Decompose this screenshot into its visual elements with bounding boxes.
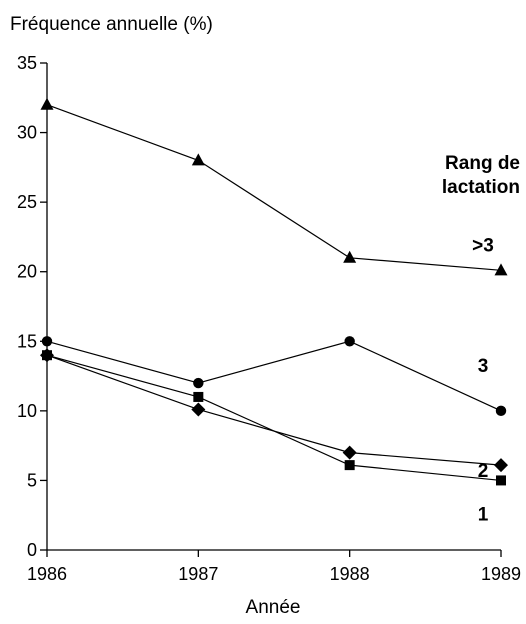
- series-label: >3: [472, 235, 494, 256]
- series-line: [46, 354, 502, 482]
- y-tick-label: 0: [27, 540, 37, 560]
- y-axis-label: Fréquence annuelle (%): [10, 14, 213, 35]
- series-triangle: >3: [40, 97, 508, 276]
- triangle-marker: [40, 97, 54, 110]
- x-tick-label: 1986: [27, 564, 67, 584]
- series-label: 2: [478, 461, 489, 482]
- diamond-marker: [191, 402, 206, 417]
- y-tick-label: 10: [17, 401, 37, 421]
- diamond-marker: [342, 445, 357, 460]
- series-diamond: 2: [40, 348, 508, 482]
- circle-marker: [344, 336, 355, 347]
- series-square: 1: [42, 350, 506, 525]
- triangle-marker: [343, 250, 357, 263]
- series-line: [46, 340, 502, 412]
- series-circle: 3: [41, 336, 507, 417]
- series-label: 1: [478, 504, 489, 525]
- x-tick-label: 1988: [330, 564, 370, 584]
- legend-title-line-1: Rang de: [445, 153, 520, 174]
- y-tick-label: 30: [17, 123, 37, 143]
- y-tick-label: 35: [17, 53, 37, 73]
- series-label: 3: [478, 356, 489, 377]
- triangle-marker: [494, 263, 508, 276]
- y-tick-label: 25: [17, 192, 37, 212]
- x-tick-label: 1989: [481, 564, 521, 584]
- circle-marker: [495, 405, 507, 417]
- axes: 0 5 10 15 20 25 30 35 1986 1987 1988 1989: [17, 53, 521, 584]
- y-tick-label: 15: [17, 331, 37, 351]
- legend-title-line-2: lactation: [442, 177, 520, 198]
- square-marker: [42, 350, 52, 361]
- square-marker: [344, 460, 355, 471]
- square-marker: [193, 391, 204, 402]
- diamond-marker: [494, 458, 508, 473]
- series-layer: >3 3 2 1: [40, 97, 508, 525]
- circle-marker: [41, 336, 53, 347]
- square-marker: [496, 475, 506, 486]
- y-tick-label: 20: [17, 262, 37, 282]
- y-tick-label: 5: [27, 470, 37, 490]
- circle-marker: [193, 377, 204, 389]
- x-tick-label: 1987: [178, 564, 218, 584]
- triangle-marker: [191, 153, 205, 166]
- series-line: [46, 354, 502, 466]
- series-line: [46, 104, 502, 271]
- x-axis-label: Année: [246, 597, 301, 618]
